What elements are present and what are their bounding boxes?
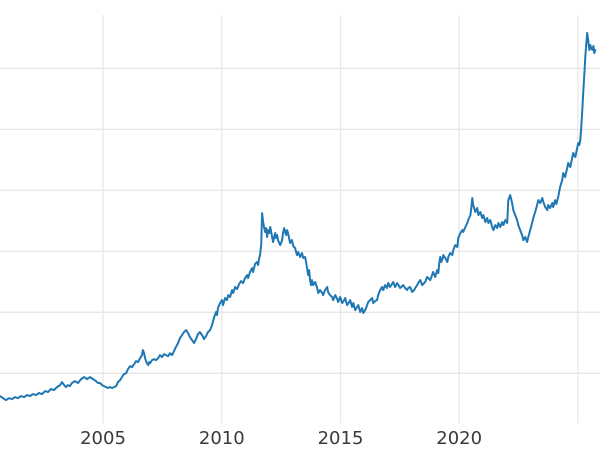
x-axis-tick-label: 2020 <box>436 428 482 449</box>
price-line-series <box>0 31 597 402</box>
gridlines <box>0 15 600 424</box>
x-axis-tick-label: 2010 <box>199 428 245 449</box>
x-axis-tick-label: 2015 <box>318 428 364 449</box>
x-axis-tick-label: 2005 <box>80 428 126 449</box>
x-axis-tick-labels: 2005 2010 2015 2020 <box>80 428 482 449</box>
